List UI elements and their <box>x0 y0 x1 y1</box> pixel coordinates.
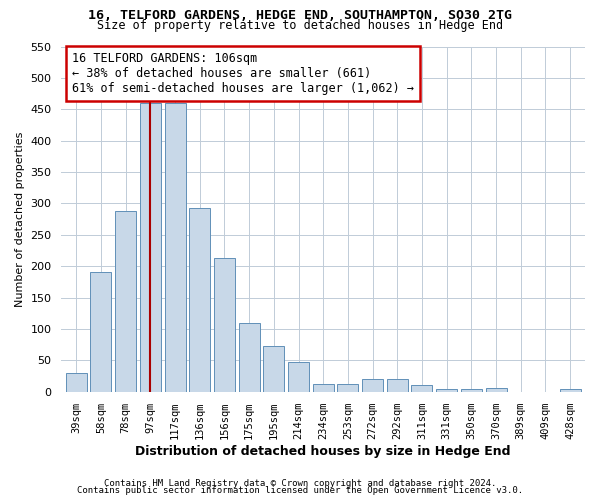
Bar <box>115 211 136 392</box>
Bar <box>337 384 358 392</box>
Bar <box>288 362 309 392</box>
Y-axis label: Number of detached properties: Number of detached properties <box>15 132 25 307</box>
Text: Contains public sector information licensed under the Open Government Licence v3: Contains public sector information licen… <box>77 486 523 495</box>
X-axis label: Distribution of detached houses by size in Hedge End: Distribution of detached houses by size … <box>136 444 511 458</box>
Bar <box>91 272 112 392</box>
Bar <box>560 388 581 392</box>
Bar <box>66 373 87 392</box>
Bar <box>436 388 457 392</box>
Bar <box>461 388 482 392</box>
Bar <box>313 384 334 392</box>
Text: Contains HM Land Registry data © Crown copyright and database right 2024.: Contains HM Land Registry data © Crown c… <box>104 478 496 488</box>
Bar <box>239 322 260 392</box>
Bar <box>485 388 506 392</box>
Bar <box>412 386 433 392</box>
Bar <box>164 103 185 392</box>
Bar <box>362 379 383 392</box>
Text: Size of property relative to detached houses in Hedge End: Size of property relative to detached ho… <box>97 19 503 32</box>
Bar <box>263 346 284 392</box>
Bar <box>140 103 161 392</box>
Bar <box>214 258 235 392</box>
Text: 16 TELFORD GARDENS: 106sqm
← 38% of detached houses are smaller (661)
61% of sem: 16 TELFORD GARDENS: 106sqm ← 38% of deta… <box>72 52 414 94</box>
Bar <box>387 379 408 392</box>
Bar <box>189 208 210 392</box>
Text: 16, TELFORD GARDENS, HEDGE END, SOUTHAMPTON, SO30 2TG: 16, TELFORD GARDENS, HEDGE END, SOUTHAMP… <box>88 9 512 22</box>
